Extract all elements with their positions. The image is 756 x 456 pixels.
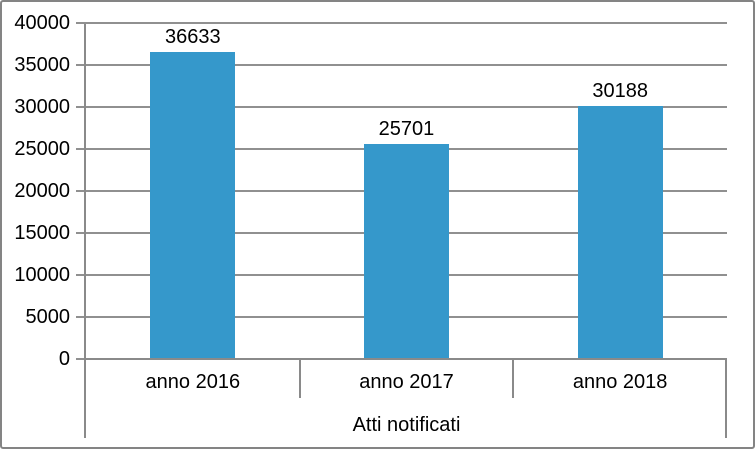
y-axis-tick bbox=[76, 22, 86, 24]
y-axis-tick-label: 0 bbox=[58, 348, 70, 370]
y-axis-tick bbox=[76, 190, 86, 192]
x-axis-title: Atti notificati bbox=[352, 414, 461, 436]
y-axis-tick bbox=[76, 316, 86, 318]
y-axis-tick-label: 35000 bbox=[14, 54, 70, 76]
y-axis-tick bbox=[76, 106, 86, 108]
y-axis-tick-label: 10000 bbox=[14, 264, 70, 286]
y-axis-tick bbox=[76, 232, 86, 234]
category-separator bbox=[512, 360, 515, 398]
y-axis-tick bbox=[76, 358, 86, 360]
major-gridline bbox=[86, 64, 727, 66]
y-axis-tick-label: 40000 bbox=[14, 12, 70, 34]
y-axis-tick-label: 5000 bbox=[25, 306, 71, 328]
y-axis-tick-label: 30000 bbox=[14, 96, 70, 118]
x-axis-category-label: anno 2017 bbox=[359, 371, 454, 393]
major-gridline bbox=[86, 22, 727, 24]
bar-value-label: 36633 bbox=[165, 26, 221, 49]
y-axis-line bbox=[84, 24, 86, 438]
x-axis-category-label: anno 2018 bbox=[572, 371, 668, 393]
category-separator bbox=[298, 360, 301, 398]
y-axis-tick bbox=[76, 64, 86, 66]
y-axis-tick bbox=[76, 274, 86, 276]
bar-value-label: 30188 bbox=[592, 80, 648, 103]
axis-right-edge-line bbox=[725, 360, 727, 438]
bar-anno-2017[interactable] bbox=[364, 144, 449, 360]
bar-value-label: 25701 bbox=[378, 118, 435, 141]
y-axis-tick bbox=[76, 148, 86, 150]
y-axis-tick-label: 25000 bbox=[14, 138, 70, 160]
major-gridline bbox=[86, 106, 727, 108]
bar-anno-2016[interactable] bbox=[150, 52, 236, 360]
y-axis-tick-label: 15000 bbox=[14, 222, 70, 244]
bar-anno-2018[interactable] bbox=[577, 106, 663, 360]
x-axis-line bbox=[84, 358, 727, 360]
y-axis-tick-label: 20000 bbox=[14, 180, 70, 202]
x-axis-category-label: anno 2016 bbox=[145, 371, 241, 393]
